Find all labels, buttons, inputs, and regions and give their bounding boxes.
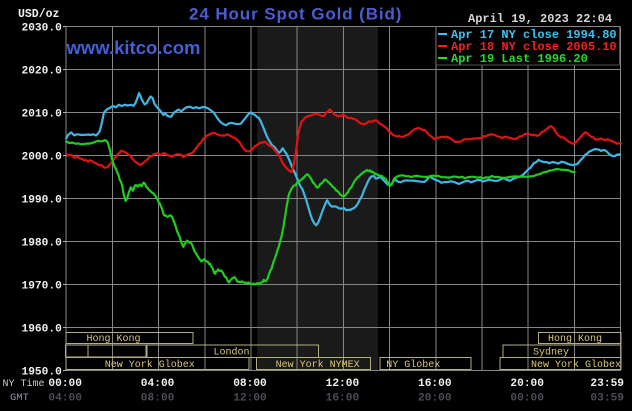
svg-text:1950.0: 1950.0: [22, 367, 63, 379]
svg-text:Hong Kong: Hong Kong: [86, 334, 140, 345]
svg-text:23:59: 23:59: [590, 378, 624, 390]
svg-text:1960.0: 1960.0: [22, 324, 63, 336]
svg-text:12:00: 12:00: [233, 393, 267, 405]
svg-text:03:59: 03:59: [590, 393, 624, 405]
svg-text:London: London: [213, 347, 249, 359]
svg-text:1980.0: 1980.0: [22, 238, 63, 250]
svg-text:1990.0: 1990.0: [22, 195, 63, 207]
svg-text:NY Time: NY Time: [3, 378, 45, 390]
svg-text:16:00: 16:00: [326, 393, 360, 405]
svg-text:2020.0: 2020.0: [22, 66, 63, 78]
svg-text:1970.0: 1970.0: [22, 281, 63, 293]
svg-text:20:00: 20:00: [418, 393, 452, 405]
svg-text:Apr 17 NY close 1994.80: Apr 17 NY close 1994.80: [451, 28, 617, 42]
svg-text:NY Globex: NY Globex: [386, 359, 440, 371]
svg-text:April 19, 2023 22:04: April 19, 2023 22:04: [468, 12, 612, 26]
svg-text:00:00: 00:00: [48, 378, 82, 390]
svg-text:Sydney: Sydney: [533, 347, 569, 359]
svg-text:www.kitco.com: www.kitco.com: [66, 37, 201, 58]
svg-text:Apr 19 Last 1996.20: Apr 19 Last 1996.20: [451, 52, 588, 66]
svg-text:New York Globex: New York Globex: [531, 359, 621, 371]
svg-text:04:00: 04:00: [141, 378, 175, 390]
svg-text:Apr 18 NY close 2005.10: Apr 18 NY close 2005.10: [451, 40, 617, 54]
svg-text:00:00: 00:00: [510, 393, 544, 405]
svg-text:20:00: 20:00: [510, 378, 544, 390]
svg-text:16:00: 16:00: [418, 378, 452, 390]
svg-text:2000.0: 2000.0: [22, 152, 63, 164]
svg-text:2010.0: 2010.0: [22, 109, 63, 121]
svg-text:New York NYMEX: New York NYMEX: [276, 359, 360, 371]
svg-text:24 Hour Spot Gold (Bid): 24 Hour Spot Gold (Bid): [189, 4, 402, 23]
svg-text:08:00: 08:00: [141, 393, 175, 405]
svg-text:GMT: GMT: [10, 392, 29, 404]
svg-text:12:00: 12:00: [326, 378, 360, 390]
svg-text:Hong Kong: Hong Kong: [548, 334, 602, 345]
svg-text:08:00: 08:00: [233, 378, 267, 390]
svg-text:04:00: 04:00: [48, 393, 82, 405]
svg-text:USD/oz: USD/oz: [18, 8, 60, 21]
svg-text:New York Globex: New York Globex: [105, 359, 195, 371]
svg-text:2030.0: 2030.0: [22, 23, 63, 35]
